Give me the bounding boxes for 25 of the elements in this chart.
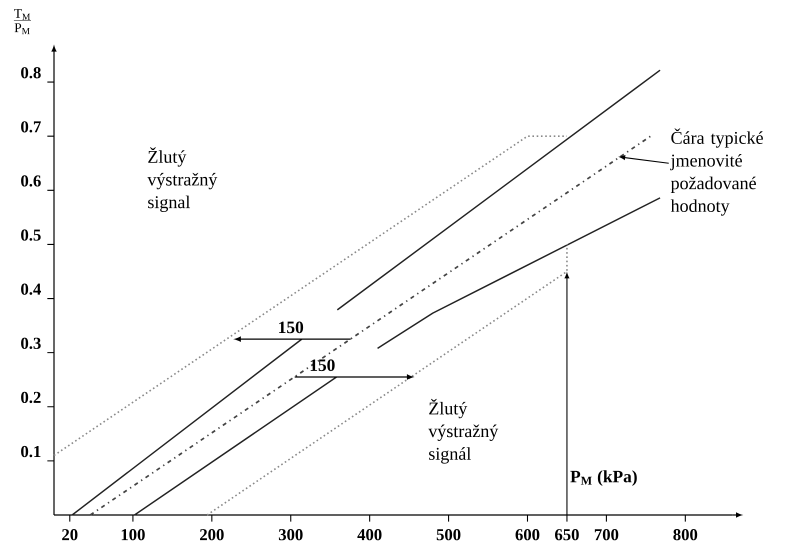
annotation: 150 <box>279 322 304 334</box>
x-tick-label: 800 <box>673 529 698 540</box>
annotation: 150 <box>310 359 335 372</box>
annotation: Žlutý výstražný signal <box>147 147 218 212</box>
y-tick-label: 0.3 <box>21 338 41 349</box>
x-axis-title: P$_{M}$ (kPa) <box>570 470 637 486</box>
x-tick-label: 20 <box>62 529 78 540</box>
y-tick-label: 0.5 <box>21 229 41 241</box>
x-tick-label: 600 <box>516 529 540 540</box>
x-tick-label: 100 <box>122 529 145 540</box>
y-tick-label: 0.2 <box>21 392 41 404</box>
x-tick-label: 200 <box>200 529 224 540</box>
y-tick-label: 0.6 <box>21 175 41 187</box>
y-tick-label: 0.7 <box>21 121 41 133</box>
y-axis-title: $\frac{\mathrm{T_M}}{\mathrm{P_M}}$ <box>14 9 31 34</box>
x-tick-label: 650 <box>555 529 579 540</box>
x-tick-label: 500 <box>436 529 460 540</box>
y-tick-label: 0.8 <box>21 67 41 78</box>
y-tick-label: 0.1 <box>21 446 40 458</box>
annotation: Čára typické jmenovité požadované hodnoty <box>670 128 763 216</box>
y-tick-label: 0.4 <box>21 284 41 295</box>
x-tick-label: 400 <box>357 529 382 540</box>
x-tick-label: 700 <box>594 529 618 540</box>
annotation: Žlutý výstražný signál <box>428 398 498 464</box>
x-tick-label: 300 <box>278 529 303 540</box>
